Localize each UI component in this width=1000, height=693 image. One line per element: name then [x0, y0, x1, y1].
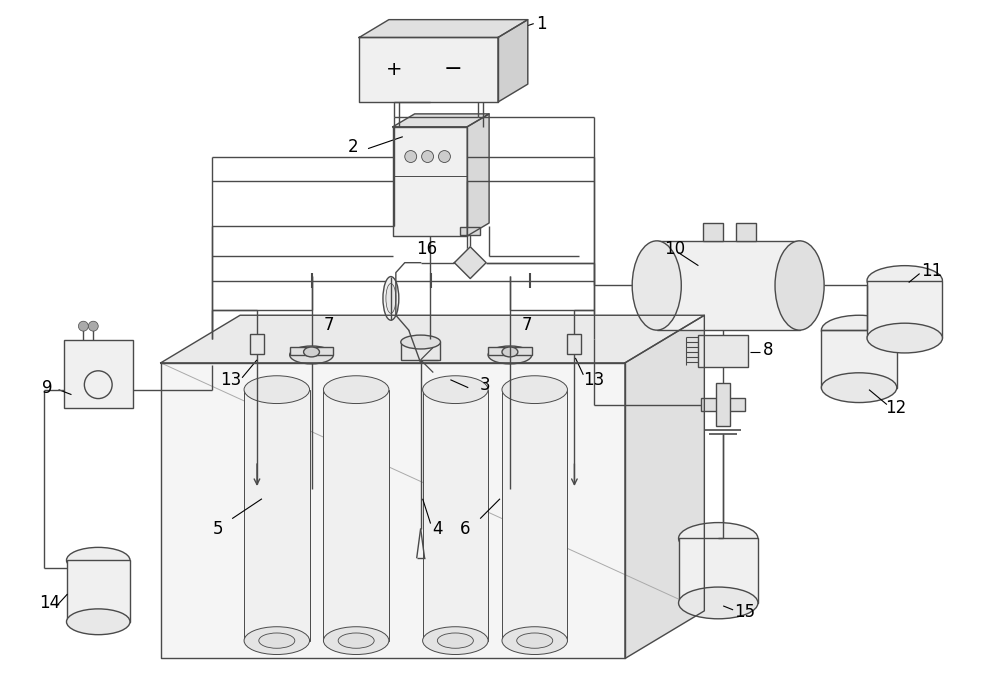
Bar	[460, 227, 480, 235]
Polygon shape	[359, 19, 528, 37]
Bar	[401, 342, 440, 360]
Text: 7: 7	[522, 316, 532, 334]
Bar	[244, 389, 310, 640]
Ellipse shape	[323, 376, 389, 403]
Text: 12: 12	[885, 398, 906, 416]
Polygon shape	[498, 19, 528, 102]
Text: 16: 16	[416, 240, 437, 258]
Ellipse shape	[679, 523, 758, 554]
Ellipse shape	[867, 323, 942, 353]
Text: 2: 2	[348, 138, 359, 156]
Bar	[701, 398, 745, 412]
Polygon shape	[161, 363, 625, 658]
Polygon shape	[454, 247, 486, 279]
Bar	[821, 330, 897, 387]
Ellipse shape	[259, 633, 295, 648]
Ellipse shape	[78, 321, 88, 331]
Polygon shape	[161, 315, 704, 363]
Polygon shape	[625, 315, 704, 658]
Ellipse shape	[401, 335, 440, 349]
Polygon shape	[393, 127, 467, 236]
Ellipse shape	[423, 376, 488, 403]
Ellipse shape	[821, 373, 897, 403]
Text: 5: 5	[212, 520, 223, 538]
Ellipse shape	[422, 150, 434, 162]
Ellipse shape	[244, 626, 310, 654]
Text: 9: 9	[42, 378, 52, 396]
Text: 1: 1	[536, 15, 546, 33]
Bar	[657, 241, 800, 330]
Ellipse shape	[437, 633, 473, 648]
Ellipse shape	[383, 277, 399, 320]
Ellipse shape	[67, 547, 130, 573]
Text: 8: 8	[763, 341, 773, 359]
Ellipse shape	[386, 283, 396, 313]
Ellipse shape	[502, 347, 518, 357]
Text: 7: 7	[323, 316, 334, 334]
Bar	[423, 389, 488, 640]
Text: 4: 4	[433, 520, 443, 538]
Text: 11: 11	[922, 262, 943, 279]
Bar	[679, 538, 758, 603]
Bar	[698, 335, 748, 367]
Text: 10: 10	[664, 240, 685, 258]
Ellipse shape	[502, 376, 567, 403]
Ellipse shape	[632, 241, 681, 330]
Ellipse shape	[244, 376, 310, 403]
Text: +: +	[386, 60, 402, 79]
Ellipse shape	[323, 626, 389, 654]
Ellipse shape	[304, 347, 319, 357]
Ellipse shape	[67, 609, 130, 635]
Ellipse shape	[821, 315, 897, 345]
Bar	[290, 347, 333, 355]
Ellipse shape	[775, 241, 824, 330]
Text: 6: 6	[460, 520, 471, 538]
Polygon shape	[359, 37, 498, 102]
Ellipse shape	[405, 150, 417, 162]
Bar	[502, 389, 567, 640]
Ellipse shape	[679, 587, 758, 619]
Ellipse shape	[423, 626, 488, 654]
Text: 13: 13	[583, 371, 605, 389]
Bar	[867, 281, 942, 338]
Bar	[716, 383, 730, 426]
Text: 13: 13	[220, 371, 242, 389]
Bar	[67, 560, 130, 622]
Text: 3: 3	[480, 376, 491, 394]
Ellipse shape	[88, 321, 98, 331]
Bar	[567, 334, 581, 354]
Ellipse shape	[867, 265, 942, 295]
Ellipse shape	[502, 626, 567, 654]
Bar	[736, 223, 756, 241]
Bar	[250, 334, 264, 354]
Bar	[64, 340, 133, 407]
Ellipse shape	[438, 150, 450, 162]
Polygon shape	[393, 114, 489, 127]
Ellipse shape	[517, 633, 553, 648]
Polygon shape	[467, 114, 489, 236]
Bar	[488, 347, 532, 355]
Ellipse shape	[290, 346, 333, 364]
Text: 14: 14	[39, 594, 60, 612]
Ellipse shape	[488, 346, 532, 364]
Bar	[703, 223, 723, 241]
Bar	[323, 389, 389, 640]
Text: 15: 15	[734, 603, 755, 621]
Text: −: −	[444, 59, 463, 79]
Ellipse shape	[338, 633, 374, 648]
